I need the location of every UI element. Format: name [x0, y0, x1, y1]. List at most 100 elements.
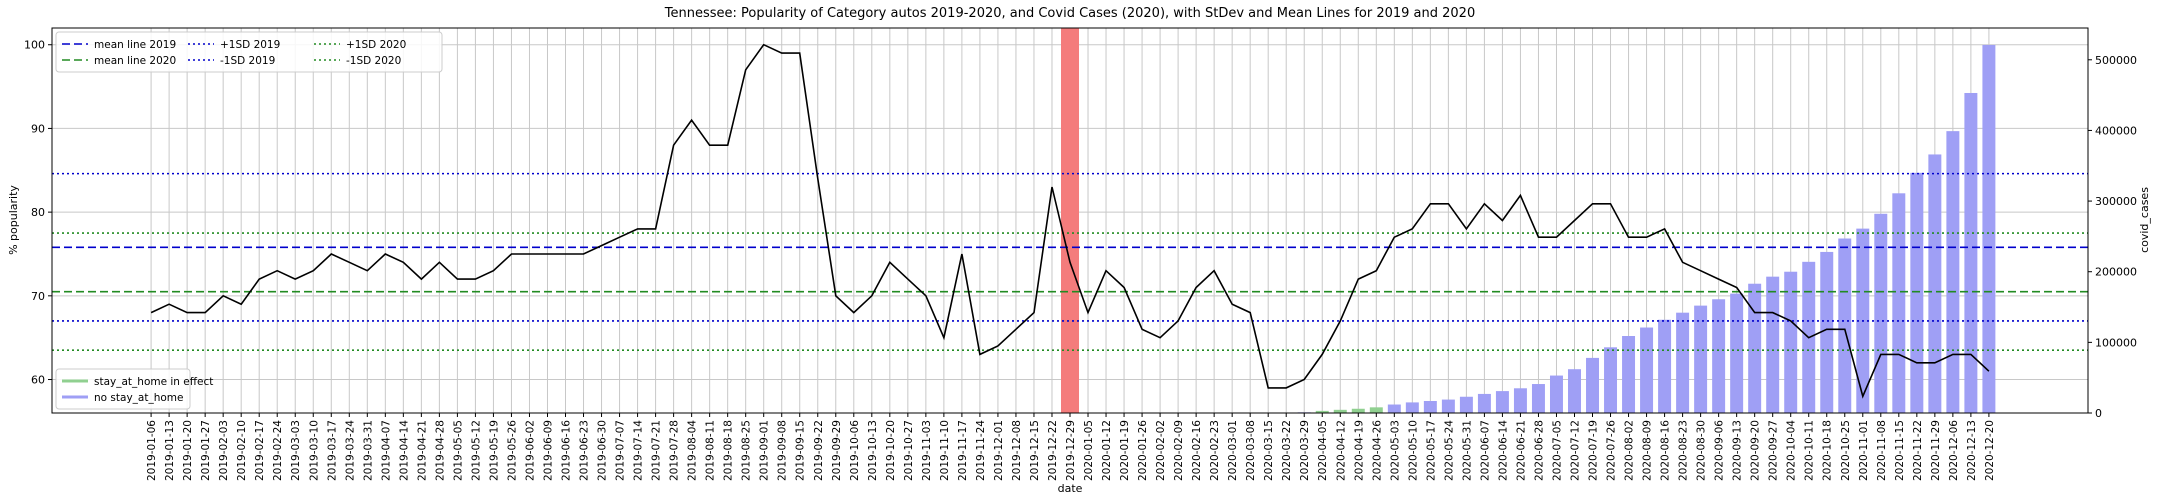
x-tick-label: 2020-01-05 — [1083, 420, 1095, 481]
x-tick-label: 2019-12-15 — [1029, 420, 1041, 481]
x-tick-label: 2020-09-06 — [1714, 420, 1726, 481]
x-tick-label: 2019-01-06 — [146, 420, 158, 481]
bar — [1405, 402, 1419, 413]
y2-axis-label: covid_cases — [2138, 187, 2151, 253]
x-tick-label: 2019-08-04 — [687, 420, 699, 481]
x-tick-label: 2019-06-23 — [579, 420, 591, 481]
x-tick-label: 2020-03-22 — [1281, 420, 1293, 481]
x-tick-label: 2019-09-15 — [795, 420, 807, 481]
x-tick-label: 2019-03-24 — [344, 420, 356, 481]
bar — [1676, 312, 1690, 413]
bar — [1820, 251, 1834, 413]
legend-label: -1SD 2020 — [346, 55, 401, 67]
y-tick-label: 70 — [31, 290, 45, 303]
bar — [1333, 409, 1347, 413]
x-tick-label: 2019-10-06 — [849, 420, 861, 481]
x-tick-label: 2020-05-03 — [1389, 420, 1401, 481]
bar — [1838, 238, 1852, 413]
y2-tick-label: 200000 — [2095, 266, 2137, 279]
bar — [1982, 44, 1996, 413]
x-tick-label: 2020-06-21 — [1515, 420, 1527, 481]
x-tick-label: 2019-02-17 — [254, 420, 266, 481]
bar — [1586, 357, 1599, 413]
bar — [1568, 369, 1581, 413]
bar — [1640, 327, 1654, 413]
legend-label: mean line 2020 — [94, 55, 176, 67]
x-tick-label: 2019-04-28 — [434, 420, 446, 481]
x-tick-label: 2020-09-27 — [1768, 420, 1780, 481]
y2-tick-label: 0 — [2095, 407, 2102, 420]
x-tick-label: 2020-09-20 — [1750, 420, 1762, 481]
x-tick-label: 2020-02-23 — [1209, 420, 1221, 481]
legend: stay_at_home in effect no stay_at_home — [55, 368, 213, 410]
x-tick-label: 2019-12-08 — [1011, 420, 1023, 481]
y-tick-label: 80 — [31, 206, 45, 219]
x-tick-label: 2020-11-01 — [1858, 420, 1870, 481]
x-tick-label: 2020-03-15 — [1263, 420, 1275, 481]
x-tick-label: 2020-03-08 — [1245, 420, 1257, 481]
y2-tick-label: 500000 — [2095, 54, 2137, 67]
x-tick-label: 2020-11-22 — [1912, 420, 1924, 481]
x-tick-label: 2019-01-20 — [182, 420, 194, 481]
x-tick-label: 2019-01-13 — [164, 420, 176, 481]
x-tick-label: 2020-07-26 — [1606, 420, 1618, 481]
bar — [1892, 193, 1906, 413]
x-tick-label: 2020-11-15 — [1894, 420, 1906, 481]
x-tick-label: 2020-03-01 — [1227, 420, 1239, 481]
x-tick-label: 2019-12-29 — [1065, 420, 1077, 481]
bar — [1495, 391, 1509, 413]
bar — [1694, 305, 1708, 413]
bar — [1748, 283, 1762, 413]
y2-tick-label: 400000 — [2095, 124, 2137, 137]
bar — [1910, 172, 1924, 413]
bar — [1549, 375, 1563, 413]
x-tick-label: 2020-01-12 — [1101, 420, 1113, 481]
x-tick-label: 2019-03-03 — [290, 420, 302, 481]
x-tick-label: 2020-06-14 — [1497, 420, 1509, 481]
x-tick-label: 2020-10-11 — [1804, 420, 1816, 481]
x-tick-label: 2019-02-24 — [272, 420, 284, 481]
x-tick-label: 2019-08-25 — [741, 420, 753, 481]
x-tick-label: 2020-04-05 — [1317, 420, 1329, 481]
bar — [1315, 410, 1329, 413]
x-tick-label: 2020-10-18 — [1822, 420, 1834, 481]
x-tick-label: 2020-08-02 — [1624, 420, 1636, 481]
legend-label: stay_at_home in effect — [94, 376, 213, 388]
legend-label: mean line 2019 — [94, 39, 176, 51]
x-tick-label: 2020-12-20 — [1984, 420, 1996, 481]
x-tick-label: 2020-10-25 — [1840, 420, 1852, 481]
x-tick-label: 2020-07-19 — [1588, 420, 1600, 481]
x-tick-label: 2020-02-16 — [1191, 420, 1203, 481]
bar — [1946, 131, 1960, 413]
x-tick-label: 2019-07-07 — [615, 420, 627, 481]
x-tick-label: 2019-03-31 — [362, 420, 374, 481]
x-tick-label: 2019-10-20 — [885, 420, 897, 481]
bar — [1730, 293, 1744, 413]
x-tick-label: 2020-09-13 — [1732, 420, 1744, 481]
x-tick-label: 2019-11-17 — [957, 420, 969, 481]
x-tick-label: 2019-09-22 — [813, 420, 825, 481]
x-tick-label: 2020-12-06 — [1948, 420, 1960, 481]
legend-label: no stay_at_home — [94, 392, 183, 404]
x-tick-label: 2019-06-09 — [542, 420, 554, 481]
x-tick-label: 2020-05-17 — [1425, 420, 1437, 481]
x-tick-label: 2020-03-29 — [1299, 420, 1311, 481]
x-axis-label: date — [1058, 482, 1083, 495]
x-tick-label: 2020-01-26 — [1137, 420, 1149, 481]
bar — [1766, 276, 1780, 413]
bar — [1477, 393, 1491, 413]
bar — [1369, 407, 1383, 413]
highlight-band — [1060, 28, 1080, 413]
x-tick-label: 2019-05-12 — [470, 420, 482, 481]
x-tick-label: 2020-06-28 — [1533, 420, 1545, 481]
x-tick-label: 2019-05-26 — [506, 420, 518, 481]
x-tick-label: 2019-11-03 — [921, 420, 933, 481]
x-tick-label: 2019-09-29 — [831, 420, 843, 481]
x-tick-label: 2020-02-02 — [1155, 420, 1167, 481]
chart-title: Tennessee: Popularity of Category autos … — [664, 6, 1475, 21]
bar — [1712, 299, 1726, 413]
x-tick-label: 2020-05-31 — [1461, 420, 1473, 481]
x-tick-label: 2019-07-14 — [633, 420, 645, 481]
x-tick-label: 2019-11-24 — [975, 420, 987, 481]
x-tick-label: 2019-07-28 — [669, 420, 681, 481]
